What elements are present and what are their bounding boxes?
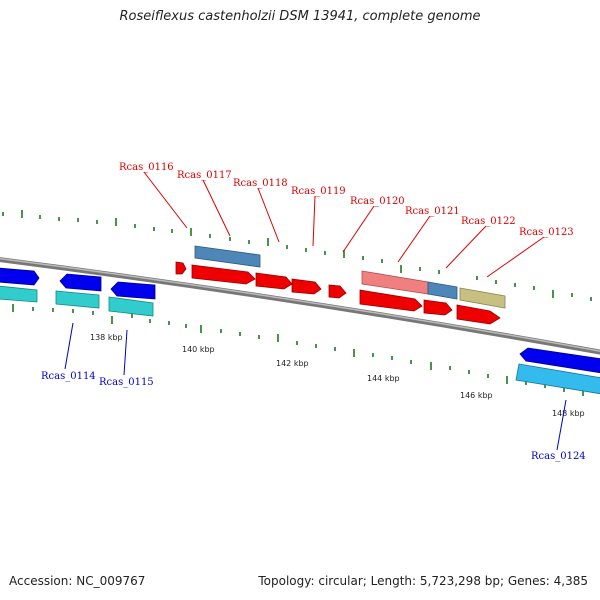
scale-label: 140 kbp bbox=[182, 345, 215, 354]
backbone bbox=[0, 257, 600, 355]
cds-rcas-0116 bbox=[175, 261, 187, 275]
cds-rcas-0114 bbox=[55, 290, 100, 309]
cds-rcas-0124 bbox=[515, 363, 600, 395]
outer-tick-ring bbox=[2, 210, 592, 301]
accession-text: Accession: NC_009767 bbox=[9, 574, 146, 588]
cds-rcas-0122 bbox=[423, 299, 453, 316]
scale-label: 142 kbp bbox=[276, 359, 309, 368]
cds-rcas-0119 bbox=[291, 278, 322, 295]
bottom-leader-lines bbox=[64, 322, 567, 451]
cds-left-group bbox=[0, 267, 156, 317]
gene-label-rcas-0123[interactable]: Rcas_0123 bbox=[519, 227, 574, 238]
genome-summary: Topology: circular; Length: 5,723,298 bp… bbox=[258, 574, 588, 588]
feature-steel-2 bbox=[427, 281, 458, 300]
gene-label-rcas-0122[interactable]: Rcas_0122 bbox=[461, 216, 516, 227]
feature-steel-1 bbox=[194, 245, 261, 268]
inner-tick-ring bbox=[12, 304, 584, 396]
cds-rcas-0116-body bbox=[191, 264, 256, 285]
scale-label: 144 kbp bbox=[367, 374, 400, 383]
gene-label-rcas-0115[interactable]: Rcas_0115 bbox=[99, 377, 154, 388]
cds-blue-left-1 bbox=[0, 267, 40, 286]
scale-label: 138 kbp bbox=[90, 333, 123, 342]
cds-rcas-0121 bbox=[359, 289, 423, 312]
cds-rcas-0118 bbox=[255, 272, 293, 290]
cds-rcas-0120 bbox=[328, 284, 347, 299]
cds-rcas-0115 bbox=[108, 296, 154, 317]
cds-rcas-0114-arrow bbox=[59, 273, 102, 292]
scale-label: 146 kbp bbox=[460, 391, 493, 400]
feature-pink bbox=[361, 270, 429, 295]
gene-label-rcas-0121[interactable]: Rcas_0121 bbox=[405, 206, 460, 217]
gene-label-rcas-0118[interactable]: Rcas_0118 bbox=[233, 178, 288, 189]
cds-cyan-left-1 bbox=[0, 285, 38, 303]
cds-rcas-0115-arrow bbox=[110, 281, 156, 300]
gene-label-rcas-0114[interactable]: Rcas_0114 bbox=[41, 371, 96, 382]
scale-label: 148 kbp bbox=[552, 409, 585, 418]
gene-label-rcas-0124[interactable]: Rcas_0124 bbox=[531, 451, 586, 462]
cds-forward-row bbox=[175, 261, 501, 325]
gene-label-rcas-0117[interactable]: Rcas_0117 bbox=[177, 170, 232, 181]
top-leader-lines bbox=[143, 171, 545, 278]
cds-blue-right bbox=[519, 347, 600, 374]
gene-label-rcas-0119[interactable]: Rcas_0119 bbox=[291, 186, 346, 197]
feature-khaki bbox=[459, 287, 506, 309]
map-title: Roseiflexus castenholzii DSM 13941, comp… bbox=[119, 9, 481, 24]
gene-label-rcas-0116[interactable]: Rcas_0116 bbox=[119, 162, 174, 173]
cds-right-group bbox=[515, 347, 600, 395]
gene-label-rcas-0120[interactable]: Rcas_0120 bbox=[350, 196, 405, 207]
cds-rcas-0123 bbox=[456, 304, 501, 325]
